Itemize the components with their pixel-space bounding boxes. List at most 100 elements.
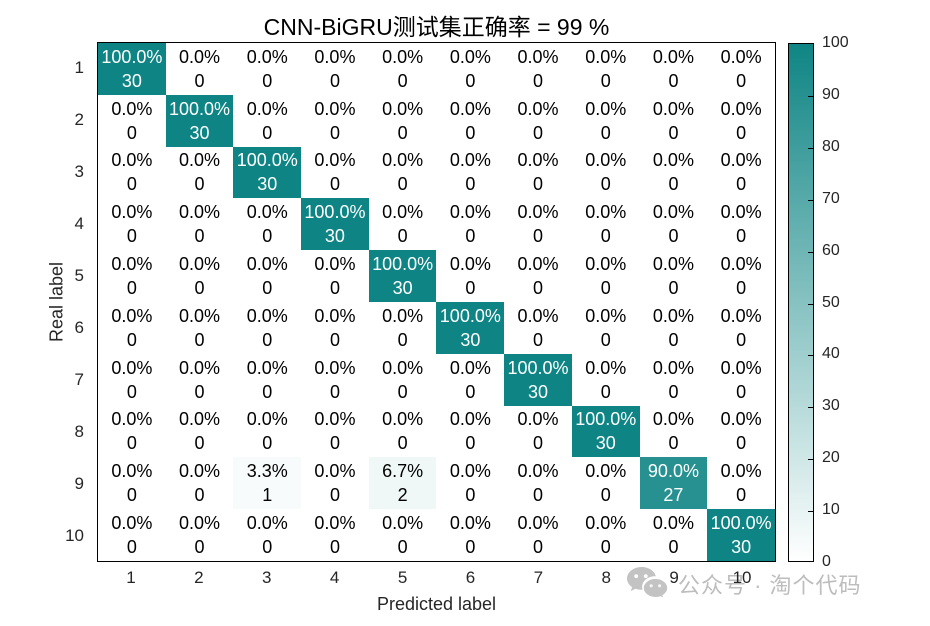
cell-percent: 0.0% — [720, 202, 762, 223]
y-tick-label: 7 — [74, 370, 84, 389]
matrix-cell: 0.0% 0 — [233, 509, 302, 561]
colorbar-tick-label: 80 — [822, 137, 840, 155]
matrix-cell: 0.0% 0 — [436, 509, 505, 561]
cell-percent: 0.0% — [652, 305, 694, 326]
matrix-cell: 0.0% 0 — [368, 198, 437, 251]
colorbar-tickmark — [808, 147, 813, 149]
cell-percent: 0.0% — [179, 357, 221, 378]
cell-count: 0 — [465, 381, 476, 402]
matrix-cell: 0.0% 0 — [504, 509, 572, 561]
cell-count: 0 — [329, 381, 340, 402]
matrix-cell: 0.0% 0 — [98, 405, 166, 458]
cell-count: 0 — [194, 537, 205, 558]
x-tick-label: 1 — [126, 568, 136, 587]
y-tick-label: 2 — [74, 110, 84, 129]
cell-percent: 0.0% — [517, 254, 559, 275]
cell-percent: 0.0% — [585, 98, 627, 119]
cell-percent: 0.0% — [314, 254, 356, 275]
cell-count: 0 — [600, 329, 611, 350]
cell-count: 0 — [126, 278, 137, 299]
matrix-cell: 0.0% 0 — [165, 457, 234, 510]
matrix-cell: 0.0% 0 — [571, 94, 640, 147]
cell-count: 0 — [533, 174, 544, 195]
matrix-cell: 0.0% 0 — [98, 353, 166, 406]
cell-count: 0 — [736, 485, 747, 506]
matrix-cell: 0.0% 0 — [571, 509, 640, 561]
cell-percent: 100.0% — [101, 46, 163, 67]
x-tick-label: 7 — [533, 568, 544, 587]
colorbar-tick-label: 60 — [822, 241, 840, 259]
matrix-cell: 0.0% 0 — [165, 405, 234, 458]
cell-percent: 0.0% — [652, 202, 694, 223]
matrix-cell: 100.0% 30 — [504, 353, 572, 406]
cell-percent: 0.0% — [517, 150, 559, 171]
cell-count: 0 — [533, 433, 544, 454]
cell-percent: 0.0% — [382, 357, 424, 378]
cell-percent: 100.0% — [439, 305, 501, 326]
matrix-cell: 0.0% 0 — [707, 146, 775, 199]
cell-percent: 0.0% — [382, 409, 424, 430]
matrix-cell: 0.0% 0 — [639, 405, 708, 458]
colorbar-gradient — [789, 44, 813, 561]
cell-percent: 0.0% — [449, 150, 491, 171]
cell-count: 0 — [465, 226, 476, 247]
cell-count: 30 — [392, 278, 413, 299]
cell-percent: 0.0% — [179, 254, 221, 275]
y-tick-label: 3 — [74, 162, 84, 181]
cell-percent: 0.0% — [382, 513, 424, 534]
cell-percent: 0.0% — [449, 202, 491, 223]
matrix-cell: 90.0% 27 — [639, 457, 708, 510]
matrix-cell: 0.0% 0 — [233, 198, 302, 251]
cell-percent: 0.0% — [179, 513, 221, 534]
cell-count: 0 — [262, 226, 273, 247]
matrix-cell: 100.0% 30 — [571, 405, 640, 458]
cell-percent: 0.0% — [517, 461, 559, 482]
cell-count: 0 — [329, 278, 340, 299]
cell-count: 0 — [262, 70, 273, 91]
cell-count: 0 — [600, 122, 611, 143]
matrix-cell: 100.0% 30 — [368, 250, 437, 302]
matrix-cell: 100.0% 30 — [707, 509, 775, 561]
cell-percent: 0.0% — [111, 150, 153, 171]
matrix-cell: 0.0% 0 — [301, 250, 369, 302]
cell-count: 0 — [668, 381, 679, 402]
chart-title: CNN-BiGRU测试集正确率 = 99 % — [263, 14, 610, 40]
cell-percent: 0.0% — [382, 150, 424, 171]
x-tick-label: 9 — [669, 568, 679, 587]
colorbar — [788, 43, 814, 562]
matrix-cell: 0.0% 0 — [436, 146, 505, 199]
matrix-cell: 0.0% 0 — [504, 94, 572, 147]
colorbar-tickmark — [808, 95, 813, 97]
matrix-cell: 6.7% 2 — [368, 457, 437, 510]
cell-count: 0 — [262, 433, 273, 454]
cell-count: 30 — [324, 226, 345, 247]
cell-count: 0 — [600, 485, 611, 506]
cell-count: 0 — [600, 174, 611, 195]
cell-count: 0 — [194, 329, 205, 350]
matrix-cell: 0.0% 0 — [639, 509, 708, 561]
cell-count: 0 — [533, 329, 544, 350]
cell-percent: 0.0% — [449, 461, 491, 482]
matrix-cell: 0.0% 0 — [639, 43, 708, 95]
matrix-cell: 0.0% 0 — [98, 457, 166, 510]
cell-percent: 0.0% — [314, 513, 356, 534]
cell-count: 0 — [397, 70, 408, 91]
x-tick-label: 6 — [465, 568, 476, 587]
y-tick-label: 10 — [65, 526, 84, 545]
matrix-cell: 0.0% 0 — [301, 146, 369, 199]
wechat-icon — [627, 567, 669, 601]
cell-percent: 0.0% — [246, 357, 288, 378]
cell-percent: 0.0% — [720, 46, 762, 67]
cell-count: 0 — [329, 485, 340, 506]
matrix-cell: 0.0% 0 — [707, 94, 775, 147]
cell-percent: 0.0% — [246, 202, 288, 223]
matrix-cell: 0.0% 0 — [165, 250, 234, 302]
cell-count: 0 — [668, 537, 679, 558]
cell-percent: 0.0% — [314, 46, 356, 67]
cell-count: 0 — [465, 537, 476, 558]
cell-percent: 0.0% — [111, 254, 153, 275]
y-tick-label: 1 — [74, 58, 84, 77]
cell-count: 0 — [465, 433, 476, 454]
cell-percent: 0.0% — [314, 150, 356, 171]
